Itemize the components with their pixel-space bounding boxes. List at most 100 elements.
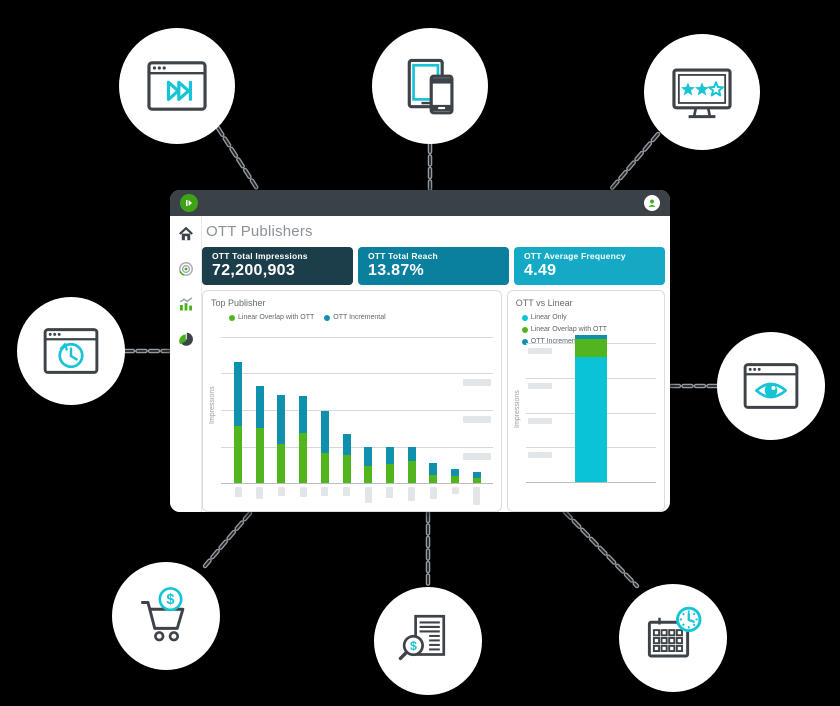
satellite-skip-ads <box>119 28 235 144</box>
redacted-axis-label <box>527 417 552 424</box>
redacted-axis-label <box>462 415 491 423</box>
redacted-x-label <box>234 487 242 497</box>
user-avatar-icon[interactable] <box>644 195 660 211</box>
legend-item: OTT Incremental <box>324 312 386 323</box>
target-rings-icon[interactable] <box>178 261 194 277</box>
satellite-history <box>17 297 125 405</box>
bar-segment <box>342 434 351 455</box>
bar-segment <box>364 466 373 483</box>
play-logo-icon <box>180 194 198 212</box>
satellite-financial-report: $ <box>374 587 482 695</box>
bar-segment <box>407 460 416 483</box>
legend-dot-icon <box>229 314 235 321</box>
tablet-phone-devices-icon <box>407 58 454 115</box>
ott-vs-linear-panel: OTT vs Linear Linear Only Linear Overlap … <box>506 290 665 512</box>
page-title: OTT Publishers <box>206 223 313 240</box>
kpi-label: OTT Total Reach <box>368 251 438 261</box>
kpi-label: OTT Average Frequency <box>524 251 626 261</box>
home-icon[interactable] <box>178 226 194 242</box>
bar-segment <box>299 433 308 483</box>
bar-segment <box>472 477 481 483</box>
bar-segment <box>320 453 329 483</box>
satellite-star-ratings <box>644 34 760 150</box>
redacted-x-label <box>343 487 350 496</box>
bar-segment <box>364 446 373 467</box>
kpi-value: 13.87% <box>368 262 425 279</box>
dashboard-window: OTT Publishers OTT Total Impressions 72,… <box>170 190 670 512</box>
legend-dot-icon <box>521 338 528 345</box>
redacted-x-label <box>429 487 437 499</box>
redacted-x-label <box>408 487 416 501</box>
bar-segment <box>574 356 607 482</box>
satellite-devices <box>372 28 488 144</box>
browser-skip-ads-icon <box>147 61 207 111</box>
bar-trend-icon[interactable] <box>178 296 194 312</box>
redacted-x-label <box>256 487 264 499</box>
redacted-x-label <box>473 487 481 505</box>
redacted-x-label <box>321 487 329 496</box>
bar-segment <box>320 411 329 454</box>
kpi-value: 72,200,903 <box>212 262 296 279</box>
redacted-x-label <box>451 487 459 494</box>
calendar-clock-icon <box>647 606 702 658</box>
browser-eye-viewability-icon <box>743 363 799 409</box>
bar-segment <box>451 468 459 477</box>
redacted-axis-label <box>527 452 552 459</box>
chart-legend: Linear Only Linear Overlap with OTT OTT In… <box>521 312 656 347</box>
kpi-row: OTT Total Impressions 72,200,903 OTT Tot… <box>202 247 665 285</box>
redacted-x-label <box>386 487 394 498</box>
svg-text:$: $ <box>410 639 417 653</box>
svg-text:$: $ <box>166 592 174 608</box>
redacted-axis-label <box>462 379 491 387</box>
bar-segment <box>472 472 481 478</box>
browser-history-clock-icon <box>43 328 99 374</box>
bar-segment <box>277 394 286 444</box>
satellite-commerce: $ <box>112 562 220 670</box>
satellite-viewability <box>717 332 825 440</box>
redacted-x-label <box>299 487 307 497</box>
bar-segment <box>277 443 286 483</box>
redacted-x-label <box>364 487 372 503</box>
bar-segment <box>342 454 351 483</box>
legend-item: Linear Overlap with OTT <box>521 324 607 335</box>
kpi-value: 4.49 <box>524 262 557 279</box>
bar-segment <box>429 474 438 483</box>
chart-legend: Linear Overlap with OTT OTT Incremental <box>229 312 493 323</box>
top-publisher-panel: Top Publisher Linear Overlap with OTT OTT… <box>202 290 502 512</box>
legend-dot-icon <box>521 314 528 321</box>
kpi-average-frequency: OTT Average Frequency 4.49 <box>514 247 665 285</box>
shopping-cart-dollar-icon: $ <box>141 587 185 642</box>
monitor-star-ratings-icon <box>672 68 732 119</box>
pie-chart-icon[interactable] <box>178 331 194 347</box>
bar-segment <box>451 476 459 483</box>
redacted-axis-label <box>527 383 552 390</box>
kpi-total-impressions: OTT Total Impressions 72,200,903 <box>202 247 353 285</box>
bar-segment <box>385 464 394 483</box>
kpi-total-reach: OTT Total Reach 13.87% <box>358 247 509 285</box>
top-publisher-chart <box>221 327 493 505</box>
legend-dot-icon <box>521 326 528 333</box>
y-axis-label: Impressions <box>513 390 521 428</box>
titlebar <box>170 190 670 216</box>
document-dollar-search-icon: $ <box>398 614 446 661</box>
sidebar <box>170 216 202 512</box>
bar-segment <box>429 462 438 475</box>
legend-dot-icon <box>324 314 331 321</box>
bar-segment <box>299 396 308 434</box>
satellite-scheduling <box>619 584 727 692</box>
bar-segment <box>574 334 607 339</box>
kpi-label: OTT Total Impressions <box>212 251 308 261</box>
bar-segment <box>407 446 416 461</box>
legend-item: Linear Only <box>521 312 567 323</box>
bar-segment <box>574 338 607 357</box>
ott-vs-linear-chart <box>525 334 656 483</box>
dashboard-main: OTT Publishers OTT Total Impressions 72,… <box>202 216 670 512</box>
bar-segment <box>385 446 394 465</box>
panel-title: Top Publisher <box>211 298 266 308</box>
bar-segment <box>234 426 242 483</box>
y-axis-label: Impressions <box>209 386 216 425</box>
legend-item: OTT Incremental <box>521 336 583 347</box>
redacted-axis-label <box>527 348 552 355</box>
